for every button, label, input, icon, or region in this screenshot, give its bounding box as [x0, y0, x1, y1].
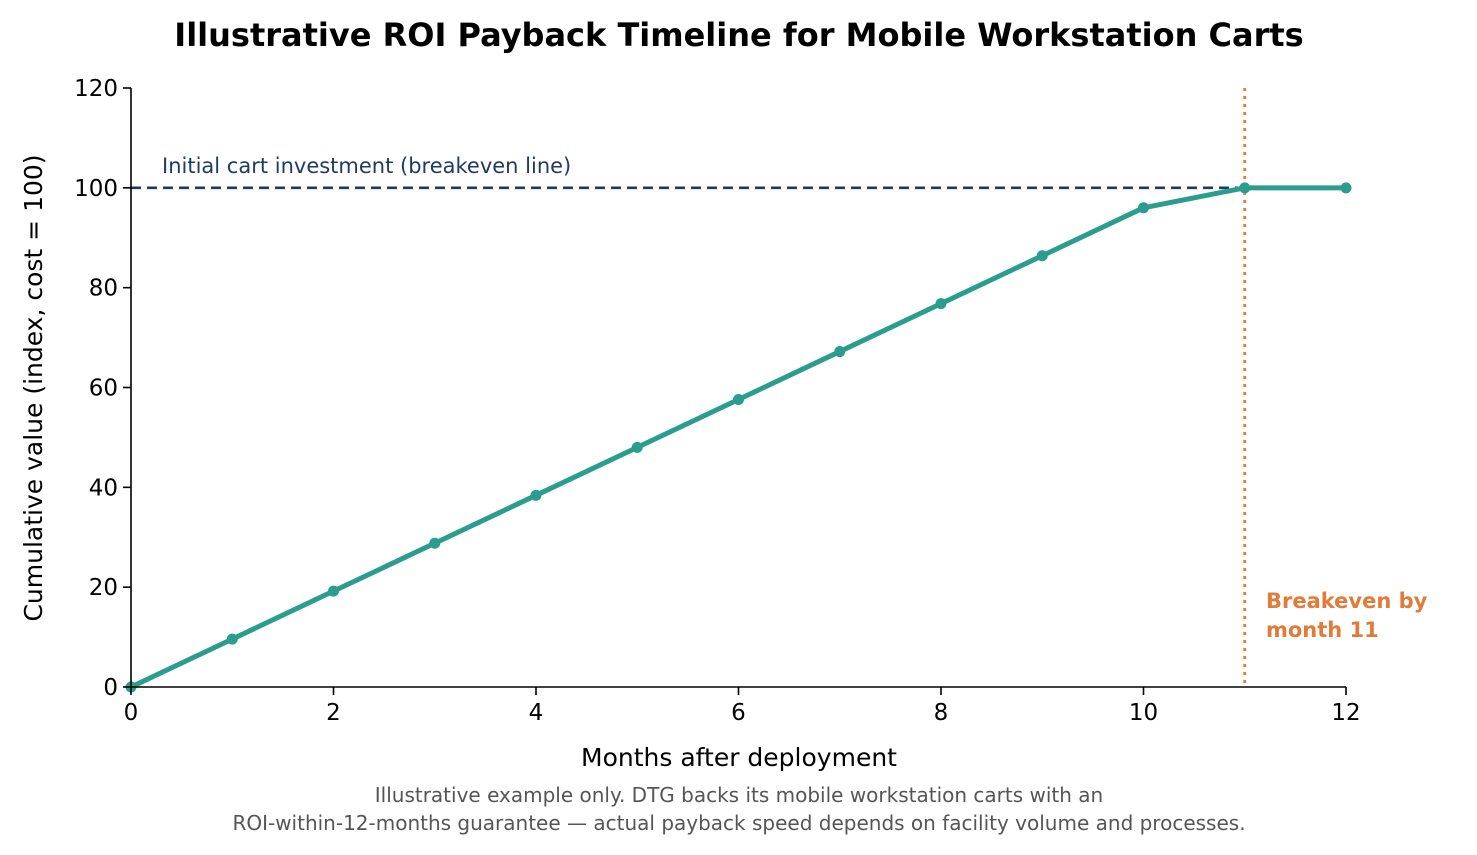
breakeven-annotation-line-2: month 11 [1266, 618, 1379, 642]
caption-line-2: ROI-within-12-months guarantee — actual … [232, 811, 1245, 835]
breakeven-annotation-line-1: Breakeven by [1266, 589, 1428, 613]
data-point [733, 393, 744, 405]
data-point [1036, 250, 1048, 262]
x-tick-label: 4 [529, 700, 544, 726]
x-axis-ticks: 0 2 4 6 8 10 12 [124, 687, 1361, 726]
data-point [429, 537, 441, 549]
y-tick-label: 100 [74, 176, 118, 202]
breakeven-line-label: Initial cart investment (breakeven line) [162, 154, 571, 178]
chart-title: Illustrative ROI Payback Timeline for Mo… [174, 16, 1303, 54]
data-point [631, 441, 643, 453]
data-point [226, 633, 238, 645]
x-axis-label: Months after deployment [581, 743, 897, 772]
y-axis-ticks: 0 20 40 60 80 100 120 [74, 76, 131, 701]
data-point [834, 346, 846, 358]
data-point [1239, 182, 1251, 194]
data-point [530, 489, 542, 501]
x-tick-label: 12 [1331, 700, 1360, 726]
x-tick-label: 10 [1129, 700, 1158, 726]
y-tick-label: 0 [103, 675, 118, 701]
y-tick-label: 60 [89, 376, 118, 402]
x-tick-label: 6 [731, 700, 746, 726]
y-tick-label: 80 [89, 276, 118, 302]
x-tick-label: 0 [124, 700, 139, 726]
y-tick-label: 40 [89, 475, 118, 501]
data-point [1340, 182, 1352, 194]
data-point [1138, 202, 1149, 214]
y-tick-label: 120 [74, 76, 118, 102]
data-point [935, 298, 947, 310]
y-tick-label: 20 [89, 575, 118, 601]
caption-line-1: Illustrative example only. DTG backs its… [375, 783, 1103, 807]
plot-area [125, 88, 1352, 693]
x-tick-label: 2 [326, 700, 341, 726]
data-point [328, 585, 339, 597]
cumulative-value-line [128, 185, 1349, 690]
x-tick-label: 8 [934, 700, 949, 726]
y-axis-label: Cumulative value (index, cost = 100) [19, 154, 48, 621]
